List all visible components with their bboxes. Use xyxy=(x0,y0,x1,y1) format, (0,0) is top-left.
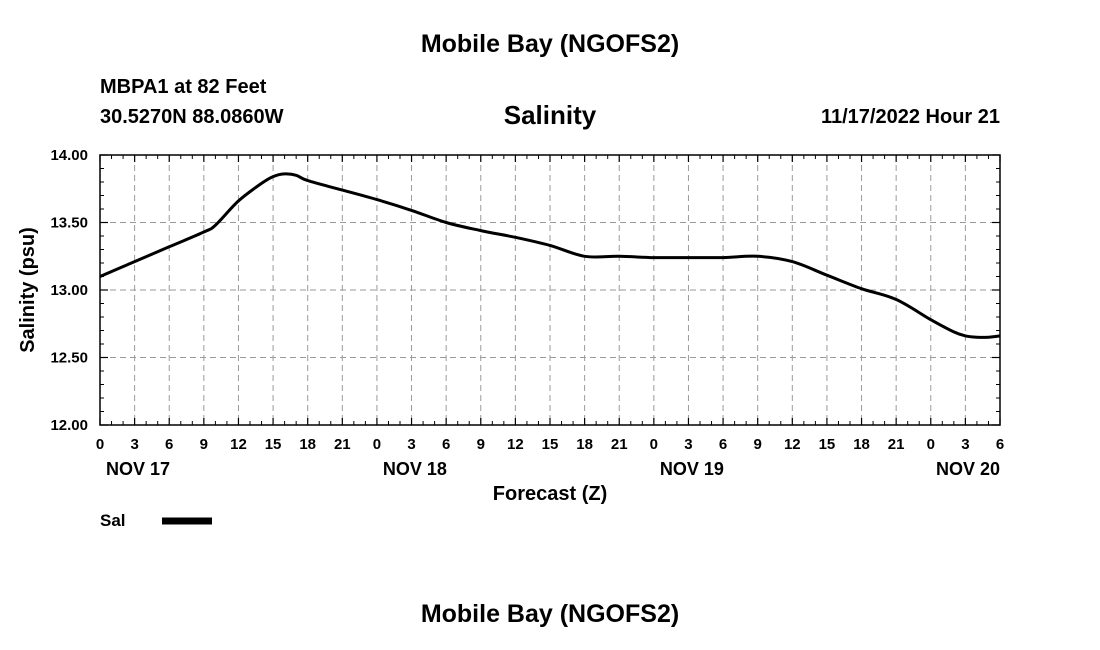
series-layer xyxy=(99,172,1001,339)
x-tick-label: 6 xyxy=(165,436,173,453)
axis-labels: 0 3 6 9 12 15 18 21 0 3 6 9 12 15 18 21 0 3 6 9 12 15 18 21 0 3 6 N… xyxy=(50,147,1004,479)
date-label: NOV 18 xyxy=(383,459,447,479)
footer-title: Mobile Bay (NGOFS2) xyxy=(420,600,680,628)
legend-label: Sal xyxy=(100,511,126,530)
y-tick-label: 12.00 xyxy=(50,417,88,434)
x-tick-label: 6 xyxy=(719,436,727,453)
x-tick-label: 18 xyxy=(576,436,593,453)
x-tick-label: 21 xyxy=(888,436,905,453)
x-tick-label: 6 xyxy=(996,436,1004,453)
x-tick-label: 15 xyxy=(542,436,559,453)
x-tick-label: 3 xyxy=(684,436,692,453)
chart-title: Salinity xyxy=(503,100,597,130)
x-tick-label: 9 xyxy=(200,436,208,453)
x-tick-label: 3 xyxy=(407,436,415,453)
series-line-sal xyxy=(99,172,1001,339)
x-tick-label: 12 xyxy=(507,436,524,453)
page-title: Mobile Bay (NGOFS2) xyxy=(420,30,680,58)
x-tick-label: 21 xyxy=(611,436,628,453)
x-tick-label: 0 xyxy=(96,436,104,453)
date-label: NOV 17 xyxy=(106,459,170,479)
x-tick-label: 0 xyxy=(650,436,658,453)
x-tick-label: 21 xyxy=(334,436,351,453)
x-tick-label: 15 xyxy=(265,436,282,453)
x-tick-label: 9 xyxy=(754,436,762,453)
date-label: NOV 19 xyxy=(660,459,724,479)
x-tick-label: 18 xyxy=(299,436,316,453)
y-axis-label: Salinity (psu) xyxy=(17,227,39,353)
grid-lines xyxy=(100,155,1000,425)
y-tick-label: 12.50 xyxy=(50,350,88,367)
x-tick-label: 9 xyxy=(477,436,485,453)
y-tick-label: 14.00 xyxy=(50,147,88,164)
x-tick-label: 18 xyxy=(853,436,870,453)
x-axis-label: Forecast (Z) xyxy=(493,483,607,505)
x-tick-label: 3 xyxy=(961,436,969,453)
date-label: NOV 20 xyxy=(936,459,1000,479)
station-label: MBPA1 at 82 Feet xyxy=(100,76,267,98)
x-tick-label: 0 xyxy=(373,436,381,453)
x-tick-label: 6 xyxy=(442,436,450,453)
x-tick-label: 3 xyxy=(130,436,138,453)
x-tick-label: 12 xyxy=(784,436,801,453)
station-coordinates: 30.5270N 88.0860W xyxy=(100,106,284,128)
plot-frame xyxy=(99,154,1001,426)
forecast-timestamp: 11/17/2022 Hour 21 xyxy=(820,106,1000,128)
y-tick-label: 13.50 xyxy=(50,215,88,232)
x-tick-label: 12 xyxy=(230,436,247,453)
y-tick-label: 13.00 xyxy=(50,282,88,299)
x-tick-label: 15 xyxy=(819,436,836,453)
x-tick-label: 0 xyxy=(927,436,935,453)
